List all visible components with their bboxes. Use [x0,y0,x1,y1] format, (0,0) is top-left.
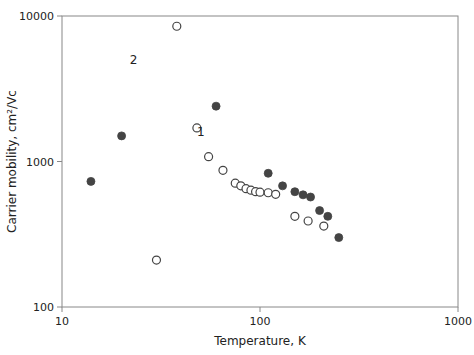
tick-x [458,307,459,312]
tick-label-y: 100 [33,301,54,314]
point [205,153,213,161]
tick-label-y: 1000 [26,156,54,169]
point [212,102,220,110]
point [324,212,332,220]
tick-x [260,307,261,312]
series-1 [152,22,327,264]
plot-frame [62,16,458,307]
tick-label-x: 10 [55,315,69,328]
tick-y [57,161,62,162]
point [256,188,264,196]
tick-label-y: 10000 [19,10,54,23]
point [307,193,315,201]
point [291,188,299,196]
point [299,191,307,199]
point [219,166,227,174]
tick-y [57,16,62,17]
tick-label-x: 1000 [444,315,472,328]
point [87,177,95,185]
point [335,234,343,242]
x-axis-label: Temperature, K [213,334,307,348]
annotation: 2 [130,53,138,67]
plot-area [87,22,343,264]
point [272,190,280,198]
point [264,189,272,197]
series-0 [87,102,343,241]
y-axis-label: Carrier mobility, cm²/Vc [5,90,19,233]
point [279,182,287,190]
point [264,169,272,177]
point [304,217,312,225]
point [320,222,328,230]
point [291,212,299,220]
chart: 101001000100100010000Temperature, KCarri… [0,0,474,355]
annotation: 1 [197,125,205,139]
tick-x [62,307,63,312]
tick-label-x: 100 [250,315,271,328]
point [316,207,324,215]
point [118,132,126,140]
point [173,22,181,30]
tick-y [57,307,62,308]
point [152,256,160,264]
